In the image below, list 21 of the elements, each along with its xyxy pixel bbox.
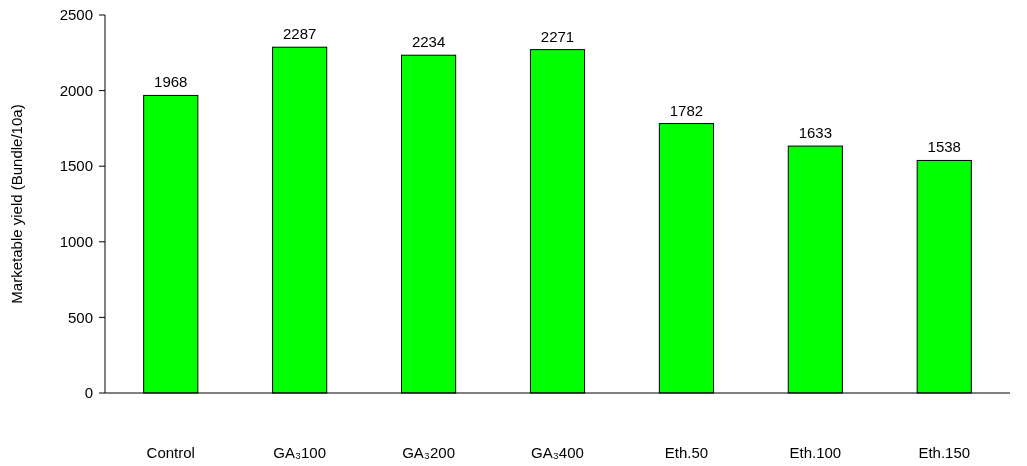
x-tick-label: GA₃100 bbox=[273, 444, 327, 461]
x-tick-label: GA₃400 bbox=[531, 444, 584, 461]
y-tick-label: 1500 bbox=[59, 157, 93, 175]
data-label: 1968 bbox=[154, 73, 188, 91]
data-label: 1782 bbox=[669, 101, 704, 119]
y-tick-label: 2000 bbox=[59, 81, 93, 99]
x-tick-label: GA₃200 bbox=[402, 444, 455, 461]
y-tick-label: 2500 bbox=[59, 6, 93, 24]
x-tick-label: Eth.100 bbox=[789, 444, 842, 461]
y-tick-label: 500 bbox=[67, 308, 93, 326]
x-tick-label: Eth.150 bbox=[918, 444, 971, 461]
y-tick-label: 0 bbox=[84, 384, 93, 402]
x-tick-label: Control bbox=[146, 444, 195, 461]
data-label: 1633 bbox=[798, 124, 833, 142]
data-label: 2287 bbox=[282, 25, 317, 43]
data-label: 2234 bbox=[411, 33, 446, 51]
x-tick-label: Eth.50 bbox=[664, 444, 709, 461]
data-label: 1538 bbox=[927, 138, 961, 156]
data-label: 2271 bbox=[540, 27, 575, 45]
y-axis-title: Marketable yield (Bundle/10a) bbox=[8, 104, 25, 304]
y-tick-label: 1000 bbox=[59, 233, 93, 251]
